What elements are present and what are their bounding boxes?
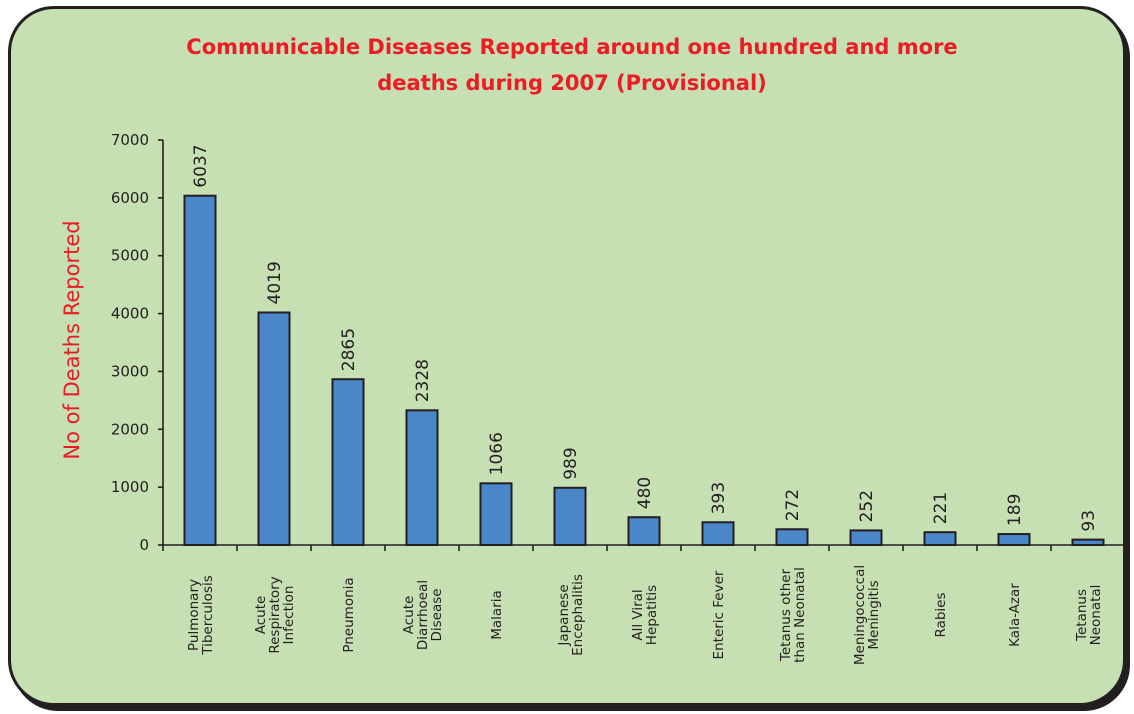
y-axis-label: No of Deaths Reported [60,220,84,459]
y-tick-label: 3000 [111,362,149,380]
x-category-label: Acute [253,596,269,635]
bar-value-label: 272 [783,489,803,521]
bar-value-label: 2328 [413,359,433,402]
bar [997,533,1031,547]
x-category-label: Tetanus [1074,589,1090,642]
x-category-label: Pneumonia [341,577,357,652]
bar [923,531,957,546]
bar-value-label: 189 [1005,494,1025,526]
x-category-label: Diarrhoeal [415,580,431,650]
bar-value-label: 6037 [191,144,211,187]
x-category-label: than Neonatal [792,567,808,663]
plot-area: 0 1000 2000 3000 4000 5000 6000 7000 6037 Pulmona… [111,131,1126,665]
chart-title-line-1: Communicable Diseases Reported around on… [186,35,957,59]
bar-value-label: 989 [561,447,581,479]
bar [183,194,217,546]
x-category-label: Japanese [556,584,572,646]
bar-value-label: 221 [931,492,951,524]
bar [257,311,291,546]
bar [1071,538,1105,546]
bar-value-label: 480 [635,477,655,509]
x-category-label: Rabies [933,592,949,637]
y-tick-label: 0 [139,536,149,554]
x-category-label: Hepatitis [644,585,660,645]
bar [553,486,587,547]
chart-title-line-2: deaths during 2007 (Provisional) [377,71,767,95]
x-category-label: Disease [429,588,445,641]
x-category-label: All Viral [630,589,646,640]
x-category-label: Malaria [489,590,505,640]
y-tick-label: 7000 [111,131,149,149]
bar [479,482,513,546]
bar [405,409,439,546]
x-category-label: Meningococcal [852,565,868,665]
x-category-label: Encephalitis [570,574,586,656]
y-tick-label: 6000 [111,189,149,207]
bar [701,521,735,547]
y-tick-label: 2000 [111,420,149,438]
y-tick-label: 1000 [111,478,149,496]
bar-value-label: 4019 [265,261,285,304]
x-category-label: Meningitis [866,580,882,649]
x-category-label: Neonatal [1088,585,1104,646]
bar-value-label: 2865 [339,328,359,371]
bar [849,529,883,546]
x-category-label: Tetanus other [778,568,794,662]
x-category-label: Pulmonary [186,579,202,651]
x-category-label: Tiberculosis [200,575,216,656]
x-category-label: Enteric Fever [711,570,727,659]
x-category-label: Acute [401,596,417,635]
y-tick-label: 5000 [111,247,149,265]
x-category-label: Respiratory [267,576,283,653]
bar-value-label: 393 [709,482,729,514]
x-category-label: Kala-Azar [1007,583,1023,647]
bar-value-label: 1066 [487,432,507,475]
y-tick-label: 4000 [111,305,149,323]
x-category-label: Infection [281,586,297,645]
bar [627,516,661,547]
bar-value-label: 252 [857,490,877,522]
bar [331,378,365,546]
bar [775,528,809,547]
bar-value-label: 93 [1079,510,1099,532]
